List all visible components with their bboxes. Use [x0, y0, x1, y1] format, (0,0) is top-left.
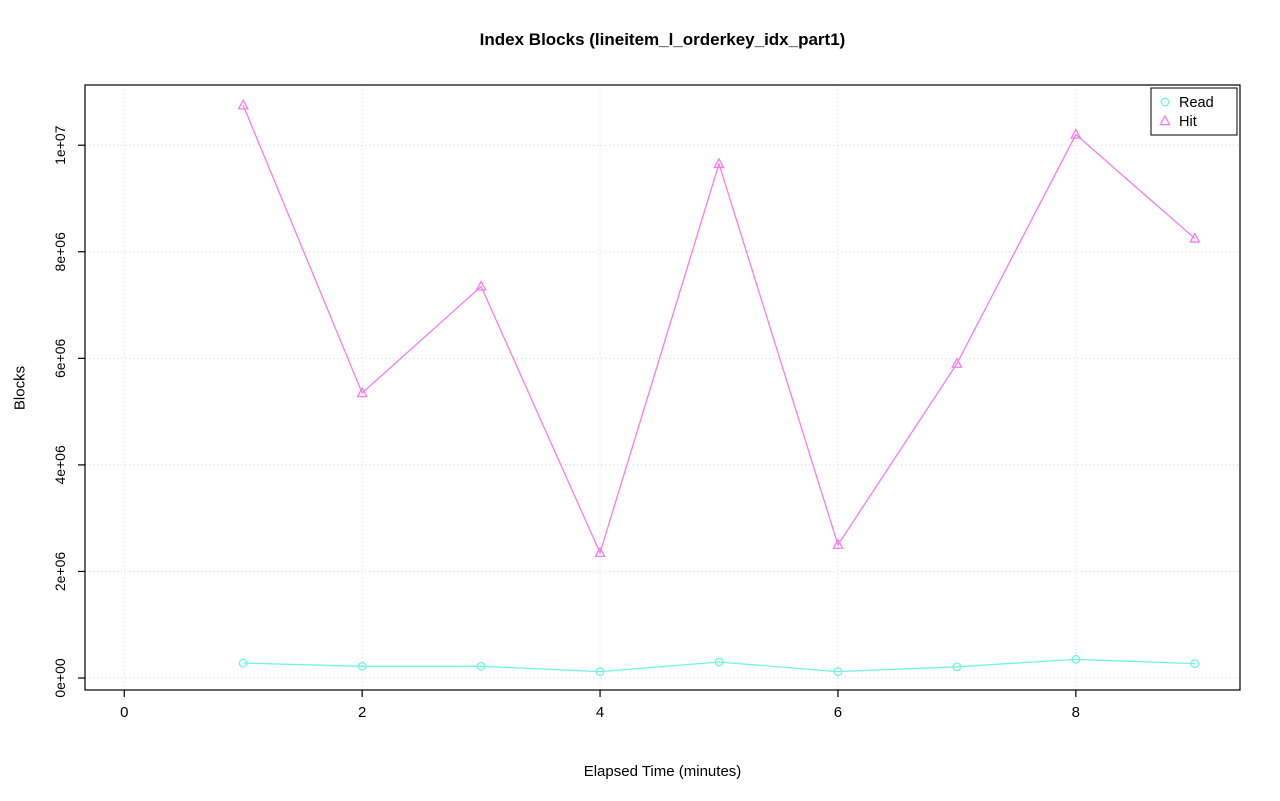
data-point-circle — [1071, 654, 1081, 664]
data-point-triangle — [713, 157, 725, 169]
x-tick-label: 4 — [596, 704, 604, 721]
x-axis-label: Elapsed Time (minutes) — [583, 763, 742, 780]
series-line — [243, 658, 1195, 673]
series-hit — [237, 98, 1201, 558]
x-tick-label: 8 — [1072, 704, 1080, 721]
x-axis: 0 2 4 6 8 — [120, 690, 1080, 721]
data-point-circle — [714, 657, 724, 667]
series-read — [238, 654, 1200, 677]
data-point-circle — [476, 661, 486, 671]
y-axis: 0e+00 2e+06 4e+06 6e+06 8e+06 1e+07 — [52, 125, 85, 698]
legend-box — [1150, 87, 1238, 136]
x-tick-label: 0 — [120, 704, 128, 721]
legend-label: Hit — [1179, 114, 1197, 130]
x-tick-label: 6 — [834, 704, 842, 721]
data-point-triangle — [237, 98, 249, 110]
data-point-triangle — [475, 280, 487, 291]
plot-border — [84, 84, 1241, 691]
y-tick-label: 4e+06 — [52, 445, 68, 485]
data-point-triangle — [356, 386, 368, 398]
data-point-triangle — [951, 357, 963, 368]
data-point-triangle — [1189, 232, 1201, 243]
data-point-triangle — [1070, 128, 1082, 139]
y-tick-label: 8e+06 — [52, 232, 68, 272]
series-line — [242, 104, 1196, 555]
data-point-circle — [595, 667, 605, 677]
legend-label: Read — [1179, 95, 1214, 111]
y-axis-label: Blocks — [11, 365, 29, 411]
data-point-circle — [1190, 659, 1200, 669]
data-point-triangle — [1159, 114, 1171, 126]
y-tick-label: 1e+07 — [52, 125, 68, 165]
data-point-triangle — [832, 538, 844, 550]
x-tick-label: 2 — [358, 704, 366, 721]
data-point-triangle — [594, 546, 606, 558]
y-tick-label: 6e+06 — [52, 338, 68, 378]
chart-title: Index Blocks (lineitem_l_orderkey_idx_pa… — [479, 30, 846, 49]
y-tick-label: 2e+06 — [52, 552, 68, 592]
data-point-circle — [952, 662, 962, 672]
data-point-circle — [357, 661, 367, 671]
data-point-circle — [833, 667, 843, 677]
y-tick-label: 0e+00 — [52, 658, 68, 698]
grid-lines — [85, 85, 1240, 690]
data-point-circle — [1160, 97, 1170, 107]
data-point-circle — [238, 658, 248, 668]
legend: Read Hit — [1150, 87, 1238, 136]
